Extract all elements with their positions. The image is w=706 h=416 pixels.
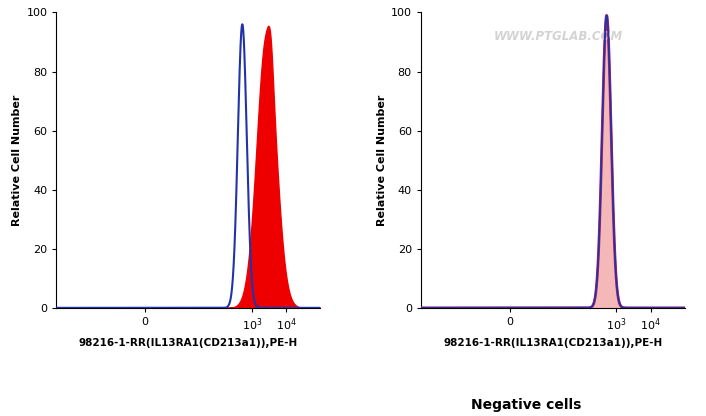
Text: WWW.PTGLAB.COM: WWW.PTGLAB.COM bbox=[493, 30, 623, 43]
Y-axis label: Relative Cell Number: Relative Cell Number bbox=[12, 94, 23, 226]
Y-axis label: Relative Cell Number: Relative Cell Number bbox=[376, 94, 387, 226]
X-axis label: 98216-1-RR(IL13RA1(CD213a1)),PE-H: 98216-1-RR(IL13RA1(CD213a1)),PE-H bbox=[443, 338, 662, 348]
X-axis label: 98216-1-RR(IL13RA1(CD213a1)),PE-H: 98216-1-RR(IL13RA1(CD213a1)),PE-H bbox=[79, 338, 298, 348]
Text: Negative cells: Negative cells bbox=[471, 398, 581, 412]
